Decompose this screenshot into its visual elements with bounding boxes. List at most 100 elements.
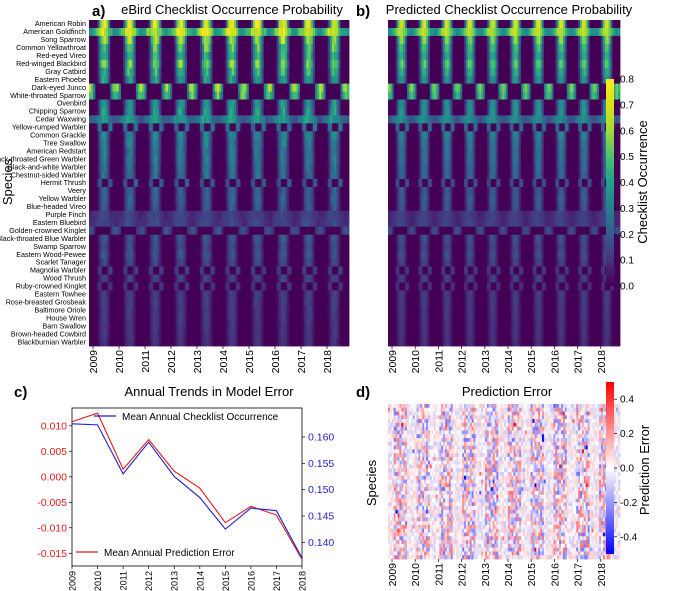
heatmap-cell	[89, 43, 92, 53]
heatmap-cell	[278, 27, 282, 37]
heatmap-cell	[201, 43, 205, 53]
heatmap-cell	[221, 43, 224, 53]
heatmap-cell	[250, 43, 254, 53]
heatmap-cell	[255, 67, 258, 77]
heatmap-cell	[312, 67, 316, 77]
heatmap-row	[89, 139, 350, 148]
heatmap-cell	[244, 27, 248, 37]
heatmap-cell	[110, 51, 113, 61]
heatmap-cell	[103, 51, 107, 61]
heatmap-cell	[159, 43, 162, 53]
heatmap-cell	[148, 51, 152, 61]
heatmap-cell	[238, 67, 241, 77]
heatmap-cell	[287, 67, 290, 77]
heatmap-cell	[293, 35, 297, 45]
heatmap-cell	[193, 43, 196, 53]
heatmap-cell	[304, 59, 307, 69]
heatmap-cell	[263, 51, 267, 61]
heatmap-cell	[317, 20, 320, 29]
heatmap-cell	[172, 51, 175, 61]
heatmap-cell	[187, 51, 190, 61]
heatmap-cell	[282, 35, 286, 45]
heatmap-cell	[346, 258, 350, 267]
heatmap-cell	[338, 59, 341, 69]
heatmap-cell	[159, 67, 162, 77]
heatmap-cell	[334, 59, 337, 69]
heatmap-cell	[236, 35, 239, 45]
heatmap-cell	[131, 51, 135, 61]
heatmap-row	[89, 107, 350, 116]
heatmap-cell	[221, 51, 224, 61]
heatmap-row	[89, 35, 350, 45]
heatmap-cell	[150, 20, 154, 29]
heatmap-cell	[263, 67, 267, 77]
heatmap-cell	[268, 67, 271, 77]
heatmap-cell	[295, 59, 299, 69]
heatmap-cell	[246, 51, 250, 61]
heatmap-cell	[155, 20, 158, 29]
heatmap-cell	[325, 20, 329, 29]
heatmap-cell	[144, 75, 147, 85]
heatmap-cell	[244, 59, 248, 69]
heatmap-cell	[204, 20, 207, 29]
heatmap-cell	[142, 20, 145, 29]
heatmap-cell	[123, 27, 126, 37]
heatmap-cell	[178, 35, 182, 45]
heatmap-cell	[342, 59, 346, 69]
heatmap-cell	[240, 43, 243, 53]
heatmap-cell	[265, 59, 269, 69]
heatmap-cell	[323, 59, 326, 69]
heatmap-cell	[163, 35, 167, 45]
heatmap-cell	[110, 67, 113, 77]
heatmap-cell	[95, 67, 98, 77]
heatmap-cell	[289, 59, 292, 69]
heatmap-cell	[197, 67, 201, 77]
heatmap-cell	[163, 51, 167, 61]
heatmap-cell	[95, 43, 98, 53]
heatmap-cell	[131, 27, 135, 37]
heatmap-cell	[99, 67, 103, 77]
heatmap-cell	[159, 75, 162, 85]
heatmap-cell	[331, 59, 335, 69]
heatmap-cell	[176, 27, 179, 37]
heatmap-row	[89, 274, 350, 283]
heatmap-cell	[327, 67, 331, 77]
heatmap-cell	[259, 43, 263, 53]
heatmap-cell	[250, 59, 254, 69]
heatmap-cell	[223, 20, 226, 29]
heatmap-cell	[159, 35, 162, 45]
heatmap-cell	[169, 35, 173, 45]
heatmap-cell	[295, 35, 299, 45]
heatmap-cell	[312, 43, 316, 53]
heatmap-cell	[187, 59, 190, 69]
heatmap-cell	[310, 51, 314, 61]
heatmap-cell	[289, 20, 292, 29]
heatmap-cell	[299, 35, 303, 45]
heatmap-row	[89, 314, 350, 323]
heatmap-cell	[108, 27, 111, 37]
heatmap-cell	[248, 35, 252, 45]
heatmap-cell	[248, 27, 252, 37]
heatmap-cell	[118, 20, 122, 29]
heatmap-cell	[210, 51, 214, 61]
heatmap-cell	[108, 35, 111, 45]
heatmap-cell	[216, 20, 220, 29]
heatmap-cell	[148, 35, 152, 45]
heatmap-cell	[135, 35, 139, 45]
heatmap-cell	[263, 59, 267, 69]
heatmap-cell	[214, 20, 218, 29]
heatmap-cell	[97, 67, 101, 77]
heatmap-cell	[270, 35, 273, 45]
heatmap-cell	[161, 43, 164, 53]
heatmap-cell	[321, 67, 324, 77]
heatmap-cell	[161, 20, 164, 29]
heatmap-cell	[95, 35, 98, 45]
heatmap-cell	[172, 20, 175, 29]
heatmap-cell	[159, 59, 162, 69]
heatmap-cell	[99, 59, 103, 69]
heatmap-cell	[150, 75, 154, 85]
heatmap-cell	[140, 35, 143, 45]
heatmap-cell	[321, 43, 324, 53]
heatmap-cell	[346, 123, 350, 132]
heatmap-cell	[127, 67, 130, 77]
